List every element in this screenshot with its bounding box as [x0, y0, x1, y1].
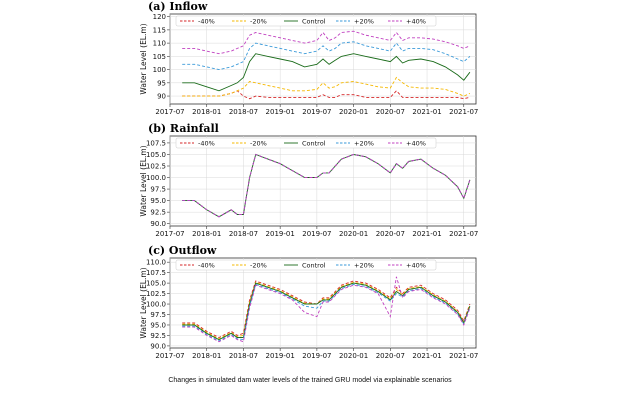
plot-area	[169, 135, 477, 227]
x-tick-label: 2020-07	[376, 352, 405, 360]
panel-title: (a) Inflow	[148, 0, 208, 13]
y-tick-label: 100.0	[146, 301, 166, 309]
x-tick-label: 2018-07	[229, 352, 258, 360]
x-tick-label: 2019-07	[302, 352, 331, 360]
x-tick-label: 2020-01	[339, 108, 368, 116]
y-tick-label: 105	[153, 53, 166, 61]
x-tick-label: 2017-07	[155, 230, 184, 238]
x-tick-label: 2020-07	[376, 108, 405, 116]
legend-label: -40%	[198, 139, 215, 147]
legend-label: -20%	[250, 139, 267, 147]
legend-label: +20%	[354, 139, 374, 147]
legend-box	[175, 137, 437, 149]
y-tick-label: 95.0	[150, 321, 166, 329]
chart-panel-2: 90.0 92.5 95.0 97.5 100.0 102.5 105.0 107.5 110.…	[139, 244, 478, 360]
y-tick-label: 92.5	[150, 209, 166, 217]
y-axis-label: Water Level (EL.m)	[139, 145, 148, 216]
x-tick-label: 2018-07	[229, 108, 258, 116]
legend-label: -40%	[198, 17, 215, 25]
x-tick-label: 2021-01	[412, 230, 441, 238]
chart-panel-1: 90.0 92.5 95.0 97.5 100.0 102.5 105.0 107.5 2017…	[139, 122, 478, 238]
x-tick-label: 2017-07	[155, 108, 184, 116]
x-tick-label: 2021-01	[412, 352, 441, 360]
x-tick-label: 2018-01	[192, 108, 221, 116]
y-axis-label: Water Level (EL.m)	[139, 23, 148, 94]
series-line-Control	[182, 53, 471, 92]
x-tick-label: 2021-07	[449, 108, 478, 116]
legend-label: +40%	[406, 17, 426, 25]
x-tick-label: 2019-07	[302, 230, 331, 238]
x-tick-label: 2019-01	[266, 230, 295, 238]
y-tick-label: 107.5	[146, 269, 166, 277]
y-tick-label: 102.5	[146, 290, 166, 298]
series-line-+40%	[182, 276, 471, 343]
series-line-Control	[182, 282, 471, 341]
y-tick-label: 90.0	[150, 220, 166, 228]
series-line--40%	[182, 280, 471, 339]
y-tick-label: 90.0	[150, 342, 166, 350]
x-tick-label: 2018-01	[192, 352, 221, 360]
y-axis-label: Water Level (EL.m)	[139, 267, 148, 338]
legend-label: +20%	[354, 261, 374, 269]
x-tick-label: 2020-07	[376, 230, 405, 238]
x-tick-label: 2018-01	[192, 230, 221, 238]
x-tick-label: 2019-01	[266, 352, 295, 360]
legend-label: -40%	[198, 261, 215, 269]
y-tick-label: 107.5	[146, 139, 166, 147]
panel-title: (c) Outflow	[148, 244, 217, 257]
legend-label: +40%	[406, 261, 426, 269]
y-tick-label: 102.5	[146, 163, 166, 171]
series-line-+40%	[182, 153, 471, 218]
series-line--20%	[182, 76, 471, 97]
y-tick-label: 95.0	[150, 197, 166, 205]
y-tick-label: 90	[157, 93, 166, 101]
figure-caption: Changes in simulated dam water levels of…	[168, 377, 452, 384]
x-tick-label: 2019-01	[266, 108, 295, 116]
series-line-+20%	[182, 283, 471, 342]
legend-label: +20%	[354, 17, 374, 25]
y-tick-label: 100.0	[146, 174, 166, 182]
y-tick-label: 95	[157, 79, 166, 87]
y-tick-label: 97.5	[150, 311, 166, 319]
panel-title: (b) Rainfall	[148, 122, 219, 135]
y-tick-label: 110	[153, 40, 166, 48]
y-tick-label: 100	[153, 66, 166, 74]
legend-label: Control	[302, 17, 326, 25]
legend-label: Control	[302, 139, 326, 147]
series-line--20%	[182, 281, 471, 340]
x-tick-label: 2017-07	[155, 352, 184, 360]
x-tick-label: 2021-07	[449, 352, 478, 360]
x-tick-label: 2021-07	[449, 230, 478, 238]
y-tick-label: 105.0	[146, 280, 166, 288]
y-tick-label: 115	[153, 26, 166, 34]
legend-label: -20%	[250, 17, 267, 25]
x-tick-label: 2020-01	[339, 230, 368, 238]
x-tick-label: 2018-07	[229, 230, 258, 238]
chart-panel-0: 90 95 100 105 110 115 120 2017-07 2018-01 2018-07…	[139, 0, 478, 116]
y-tick-label: 120	[153, 13, 166, 21]
y-tick-label: 97.5	[150, 186, 166, 194]
y-tick-label: 105.0	[146, 151, 166, 159]
legend-label: -20%	[250, 261, 267, 269]
y-tick-label: 92.5	[150, 332, 166, 340]
x-tick-label: 2020-01	[339, 352, 368, 360]
x-tick-label: 2019-07	[302, 108, 331, 116]
legend-label: +40%	[406, 139, 426, 147]
y-tick-label: 110.0	[146, 259, 166, 267]
legend-box	[175, 15, 437, 27]
legend-label: Control	[302, 261, 326, 269]
legend-box	[175, 259, 437, 271]
series-line-+40%	[182, 30, 471, 55]
series-line-+20%	[182, 41, 471, 71]
x-tick-label: 2021-01	[412, 108, 441, 116]
